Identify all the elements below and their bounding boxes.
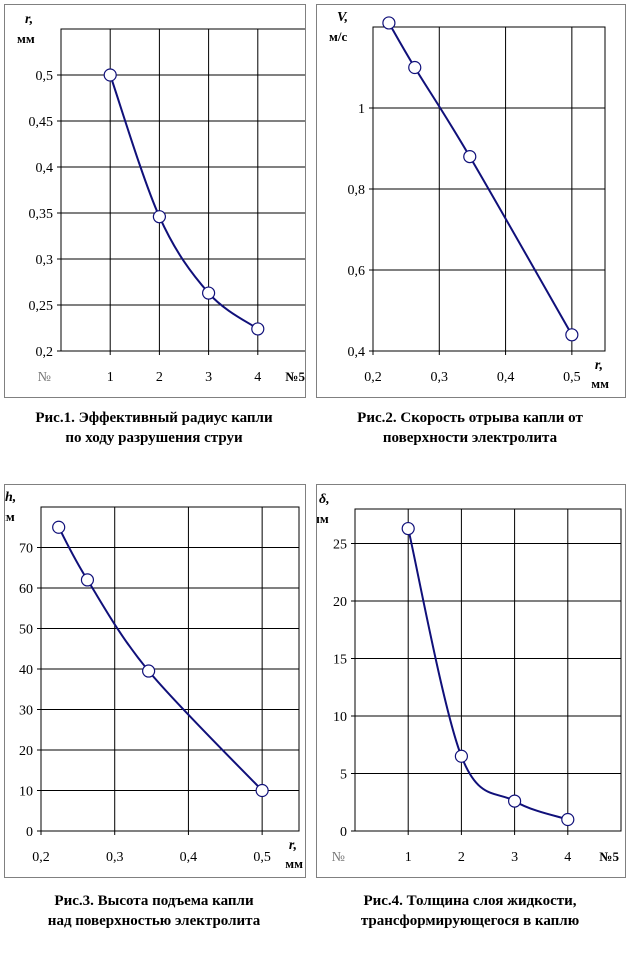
chart-1-y-axis-unit: мм bbox=[17, 31, 35, 46]
chart-1-x-axis-right-label: №5 bbox=[285, 369, 305, 384]
chart-4-caption-line2: трансформирующегося в каплю bbox=[360, 913, 580, 929]
chart-4-x-axis-right-label: №5 bbox=[599, 849, 619, 864]
chart-1-series-line bbox=[109, 74, 259, 330]
chart-3-data-point bbox=[142, 664, 156, 678]
chart-4-y-tick-label: 5 bbox=[340, 768, 347, 783]
chart-4-x-tick-label: 3 bbox=[511, 850, 518, 865]
chart-3-y-axis-symbol: h, bbox=[5, 490, 16, 505]
chart-1-data-point bbox=[103, 68, 117, 82]
chart-1-data-point bbox=[251, 322, 265, 336]
chart-1-svg: 0,2 0,25 0,3 0,35 0,4 0,45 0,5 1 2 3 4 r, мм № №5 bbox=[17, 12, 308, 385]
chart-3-x-tick-label: 0,5 bbox=[253, 850, 271, 865]
chart-1-data-point bbox=[202, 286, 216, 300]
chart-2-x-axis-symbol: r, bbox=[595, 358, 603, 373]
chart-3-y-axis-unit: мм bbox=[5, 509, 15, 524]
chart-2-y-tick-label: 0,4 bbox=[348, 345, 366, 360]
chart-3-data-point bbox=[80, 573, 95, 587]
chart-1-x-axis-left-label: № bbox=[38, 370, 51, 385]
chart-4-data-point bbox=[508, 794, 522, 808]
chart-3-x-tick-label: 0,2 bbox=[32, 850, 50, 865]
chart-3-y-tick-label: 30 bbox=[19, 704, 33, 719]
chart-3-y-tick-label: 20 bbox=[19, 744, 33, 759]
chart-3-caption-line1: Рис.3. Высота подъема капли bbox=[54, 893, 254, 909]
chart-3-y-tick-label: 0 bbox=[26, 825, 33, 840]
chart-1-y-tick-label: 0,2 bbox=[36, 345, 54, 360]
chart-2-panel: 0,4 0,6 0,8 1 0,2 0,3 0,4 0,5 V, м/с r, мм bbox=[316, 4, 626, 398]
chart-1-panel: 0,2 0,25 0,3 0,35 0,4 0,45 0,5 1 2 3 4 r, мм № №5 bbox=[4, 4, 308, 398]
chart-2-data-point bbox=[382, 16, 396, 30]
chart-3-caption: Рис.3. Высота подъема капли над поверхно… bbox=[4, 891, 304, 931]
chart-2-y-tick-label: 1 bbox=[358, 102, 365, 117]
chart-2-y-tick-label: 0,8 bbox=[348, 183, 366, 198]
chart-4-y-tick-label: 25 bbox=[333, 538, 347, 553]
chart-4-y-tick-label: 10 bbox=[333, 710, 347, 725]
chart-1-y-tick-label: 0,45 bbox=[29, 115, 54, 130]
chart-3-x-axis-symbol: r, bbox=[289, 838, 297, 853]
chart-1-y-tick-label: 0,3 bbox=[36, 253, 54, 268]
chart-4-caption: Рис.4. Толщина слоя жидкости, трансформи… bbox=[320, 891, 620, 931]
chart-4-caption-line1: Рис.4. Толщина слоя жидкости, bbox=[363, 893, 577, 909]
chart-2-data-point bbox=[565, 328, 579, 342]
chart-2-data-point bbox=[463, 150, 477, 164]
chart-1-x-tick-label: 2 bbox=[156, 370, 163, 385]
chart-4-x-tick-label: 4 bbox=[564, 850, 571, 865]
chart-2-series-line bbox=[388, 22, 573, 336]
chart-4-plot-frame bbox=[354, 508, 622, 832]
chart-4-y-tick-label: 15 bbox=[333, 653, 347, 668]
chart-2-x-tick-label: 0,5 bbox=[563, 370, 581, 385]
chart-3-data-point bbox=[255, 783, 269, 798]
chart-4-x-tick-label: 2 bbox=[458, 850, 465, 865]
chart-4-panel: 0 5 10 15 20 25 1 2 3 4 δ, мм № №5 bbox=[311, 484, 626, 878]
chart-4-y-tick-label: 20 bbox=[333, 595, 347, 610]
chart-2-caption-line2: поверхности электролита bbox=[382, 430, 558, 446]
chart-4-series-line bbox=[407, 528, 569, 821]
chart-1-x-tick-label: 4 bbox=[254, 370, 261, 385]
chart-1-plot-frame bbox=[60, 28, 308, 352]
chart-3-caption-line2: над поверхностью электролита bbox=[47, 913, 261, 929]
chart-2-svg: 0,4 0,6 0,8 1 0,2 0,3 0,4 0,5 V, м/с r, мм bbox=[329, 10, 609, 391]
chart-1-y-tick-label: 0,4 bbox=[36, 161, 54, 176]
chart-4-data-point bbox=[454, 749, 468, 763]
chart-3-y-tick-label: 70 bbox=[19, 542, 33, 557]
chart-3-series-line bbox=[57, 526, 263, 792]
chart-3-y-tick-label: 40 bbox=[19, 663, 33, 678]
chart-4-data-point bbox=[561, 812, 575, 827]
chart-2-caption: Рис.2. Скорость отрыва капли от поверхно… bbox=[320, 408, 620, 448]
chart-1-caption-line2: по ходу разрушения струи bbox=[65, 430, 243, 446]
chart-3-y-tick-label: 10 bbox=[19, 785, 33, 800]
chart-1-y-tick-label: 0,35 bbox=[29, 207, 54, 222]
chart-2-y-axis-unit: м/с bbox=[329, 29, 347, 44]
chart-3-x-tick-label: 0,3 bbox=[106, 850, 124, 865]
chart-1-y-axis-symbol: r, bbox=[25, 12, 33, 27]
chart-3-x-axis-unit: мм bbox=[285, 856, 303, 871]
chart-4-x-axis-left-label: № bbox=[332, 850, 345, 865]
chart-3-data-point bbox=[52, 520, 66, 534]
chart-2-y-axis-symbol: V, bbox=[337, 10, 348, 25]
chart-3-x-tick-label: 0,4 bbox=[180, 850, 198, 865]
chart-2-x-tick-label: 0,4 bbox=[497, 370, 515, 385]
chart-3-y-tick-label: 50 bbox=[19, 623, 33, 638]
chart-1-x-tick-label: 1 bbox=[107, 370, 114, 385]
chart-3-y-tick-label: 60 bbox=[19, 582, 33, 597]
chart-2-x-tick-label: 0,3 bbox=[431, 370, 449, 385]
chart-1-y-tick-label: 0,25 bbox=[29, 299, 54, 314]
chart-4-x-tick-label: 1 bbox=[405, 850, 412, 865]
chart-2-data-point bbox=[408, 60, 422, 75]
chart-2-caption-line1: Рис.2. Скорость отрыва капли от bbox=[357, 410, 583, 426]
chart-3-svg: 0 10 20 30 40 50 60 70 0,2 0,3 0,4 0,5 h, мм r, мм bbox=[0, 490, 303, 871]
chart-4-y-axis-symbol: δ, bbox=[319, 492, 330, 507]
chart-4-y-tick-label: 0 bbox=[340, 825, 347, 840]
chart-1-y-tick-label: 0,5 bbox=[36, 69, 54, 84]
chart-1-x-tick-label: 3 bbox=[205, 370, 212, 385]
chart-1-data-point bbox=[152, 210, 166, 224]
chart-3-panel: 0 10 20 30 40 50 60 70 0,2 0,3 0,4 0,5 h, мм r, мм bbox=[0, 484, 306, 878]
chart-4-svg: 0 5 10 15 20 25 1 2 3 4 δ, мм № №5 bbox=[311, 492, 622, 865]
chart-4-data-point bbox=[401, 521, 415, 536]
chart-2-x-tick-label: 0,2 bbox=[364, 370, 382, 385]
chart-1-caption-line1: Рис.1. Эффективный радиус капли bbox=[35, 410, 273, 426]
chart-1-caption: Рис.1. Эффективный радиус капли по ходу … bbox=[4, 408, 304, 448]
chart-2-x-axis-unit: мм bbox=[591, 376, 609, 391]
chart-4-y-axis-unit: мм bbox=[317, 511, 329, 526]
chart-2-y-tick-label: 0,6 bbox=[348, 264, 366, 279]
